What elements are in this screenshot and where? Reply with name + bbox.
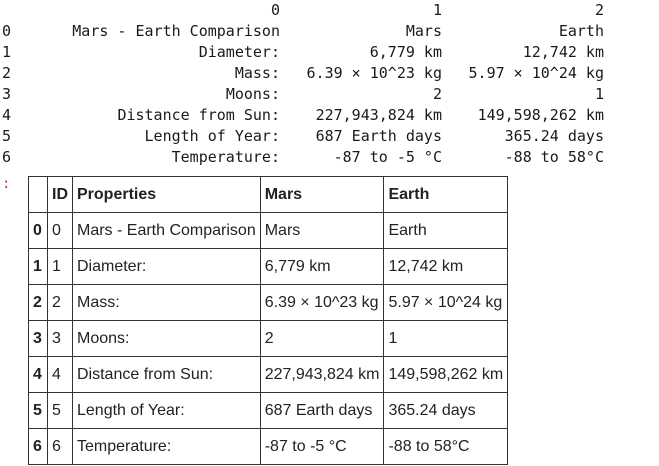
table-row: 4 4 Distance from Sun: 227,943,824 km 14… xyxy=(28,356,509,393)
cell-property: Mass: xyxy=(72,284,261,321)
printout-header-row: 0 1 2 xyxy=(0,0,610,21)
row-index: 1 xyxy=(28,248,48,285)
dataframe-printout: 0 1 2 0 Mars - Earth Comparison Mars Ear… xyxy=(0,0,610,168)
cell-mars: 687 Earth days xyxy=(259,392,385,429)
table-column-header-id: ID xyxy=(47,176,73,213)
cell-mars: 6.39 × 10^23 kg xyxy=(259,284,385,321)
comparison-table: ID Properties Mars Earth 0 0 Mars - Eart… xyxy=(28,176,509,465)
row-index: 4 xyxy=(28,356,48,393)
printout-row: 1 Diameter: 6,779 km 12,742 km xyxy=(0,42,610,63)
printout-cell: Earth xyxy=(558,22,604,40)
printout-cell: -88 to 58°C xyxy=(504,148,604,166)
printout-index: 1 xyxy=(2,43,12,61)
cell-id: 6 xyxy=(47,428,73,465)
printout-row: 4 Distance from Sun: 227,943,824 km 149,… xyxy=(0,105,610,126)
cell-id: 4 xyxy=(47,356,73,393)
cell-id: 3 xyxy=(47,320,73,357)
table-row: 3 3 Moons: 2 1 xyxy=(28,320,509,357)
printout-index: 5 xyxy=(2,127,12,145)
printout-cell: 6,779 km xyxy=(369,43,442,61)
printout-row: 3 Moons: 2 1 xyxy=(0,84,610,105)
printout-cell: 12,742 km xyxy=(522,43,604,61)
printout-cell: Moons: xyxy=(225,85,280,103)
cell-mars: 227,943,824 km xyxy=(259,356,385,393)
table-row: 6 6 Temperature: -87 to -5 °C -88 to 58°… xyxy=(28,428,509,465)
printout-cell: Mass: xyxy=(234,64,280,82)
printout-cell: 687 Earth days xyxy=(315,127,442,145)
printout-column-header: 2 xyxy=(594,1,604,19)
cell-id: 5 xyxy=(47,392,73,429)
cell-id: 1 xyxy=(47,248,73,285)
cell-property: Diameter: xyxy=(72,248,261,285)
printout-cell: Length of Year: xyxy=(144,127,280,145)
table-row: 5 5 Length of Year: 687 Earth days 365.2… xyxy=(28,392,509,429)
printout-cell: 365.24 days xyxy=(504,127,604,145)
printout-index: 3 xyxy=(2,85,12,103)
printout-index: 2 xyxy=(2,64,12,82)
printout-cell: 227,943,824 km xyxy=(315,106,442,124)
printout-column-header: 1 xyxy=(432,1,442,19)
printout-cell: Distance from Sun: xyxy=(117,106,280,124)
printout-cell: 1 xyxy=(594,85,604,103)
cell-property: Length of Year: xyxy=(72,392,261,429)
cell-earth: 12,742 km xyxy=(383,248,509,285)
printout-column-header: 0 xyxy=(270,1,280,19)
output-prompt-marker: : xyxy=(2,176,11,192)
cell-mars: -87 to -5 °C xyxy=(259,428,385,465)
cell-earth: 149,598,262 km xyxy=(383,356,509,393)
table-row: 0 0 Mars - Earth Comparison Mars Earth xyxy=(28,212,509,249)
cell-earth: -88 to 58°C xyxy=(383,428,509,465)
printout-cell: 2 xyxy=(432,85,442,103)
row-index: 0 xyxy=(28,212,48,249)
cell-mars: Mars xyxy=(259,212,385,249)
printout-cell: 149,598,262 km xyxy=(477,106,604,124)
table-row: 2 2 Mass: 6.39 × 10^23 kg 5.97 × 10^24 k… xyxy=(28,284,509,321)
printout-row: 2 Mass: 6.39 × 10^23 kg 5.97 × 10^24 kg xyxy=(0,63,610,84)
printout-index: 0 xyxy=(2,22,12,40)
cell-earth: 1 xyxy=(383,320,509,357)
printout-cell: Temperature: xyxy=(171,148,280,166)
cell-mars: 2 xyxy=(259,320,385,357)
cell-earth: 5.97 × 10^24 kg xyxy=(383,284,509,321)
row-index: 6 xyxy=(28,428,48,465)
printout-row: 5 Length of Year: 687 Earth days 365.24 … xyxy=(0,126,610,147)
cell-id: 2 xyxy=(47,284,73,321)
table-corner-header xyxy=(28,176,48,213)
table-column-header-earth: Earth xyxy=(383,176,509,213)
cell-property: Temperature: xyxy=(72,428,261,465)
cell-earth: Earth xyxy=(383,212,509,249)
row-index: 5 xyxy=(28,392,48,429)
row-index: 2 xyxy=(28,284,48,321)
printout-row: 6 Temperature: -87 to -5 °C -88 to 58°C xyxy=(0,147,610,168)
table-row: 1 1 Diameter: 6,779 km 12,742 km xyxy=(28,248,509,285)
cell-id: 0 xyxy=(47,212,73,249)
printout-row: 0 Mars - Earth Comparison Mars Earth xyxy=(0,21,610,42)
table-column-header-properties: Properties xyxy=(72,176,261,213)
table-column-header-mars: Mars xyxy=(259,176,385,213)
cell-earth: 365.24 days xyxy=(383,392,509,429)
cell-mars: 6,779 km xyxy=(259,248,385,285)
printout-cell: 6.39 × 10^23 kg xyxy=(306,64,442,82)
printout-cell: 5.97 × 10^24 kg xyxy=(468,64,604,82)
printout-cell: Mars xyxy=(405,22,442,40)
printout-cell: Mars - Earth Comparison xyxy=(72,22,280,40)
cell-property: Distance from Sun: xyxy=(72,356,261,393)
printout-index: 4 xyxy=(2,106,12,124)
cell-property: Mars - Earth Comparison xyxy=(72,212,261,249)
cell-property: Moons: xyxy=(72,320,261,357)
table-header-row: ID Properties Mars Earth xyxy=(28,176,509,213)
row-index: 3 xyxy=(28,320,48,357)
printout-index: 6 xyxy=(2,148,12,166)
printout-cell: Diameter: xyxy=(198,43,280,61)
printout-cell: -87 to -5 °C xyxy=(333,148,442,166)
